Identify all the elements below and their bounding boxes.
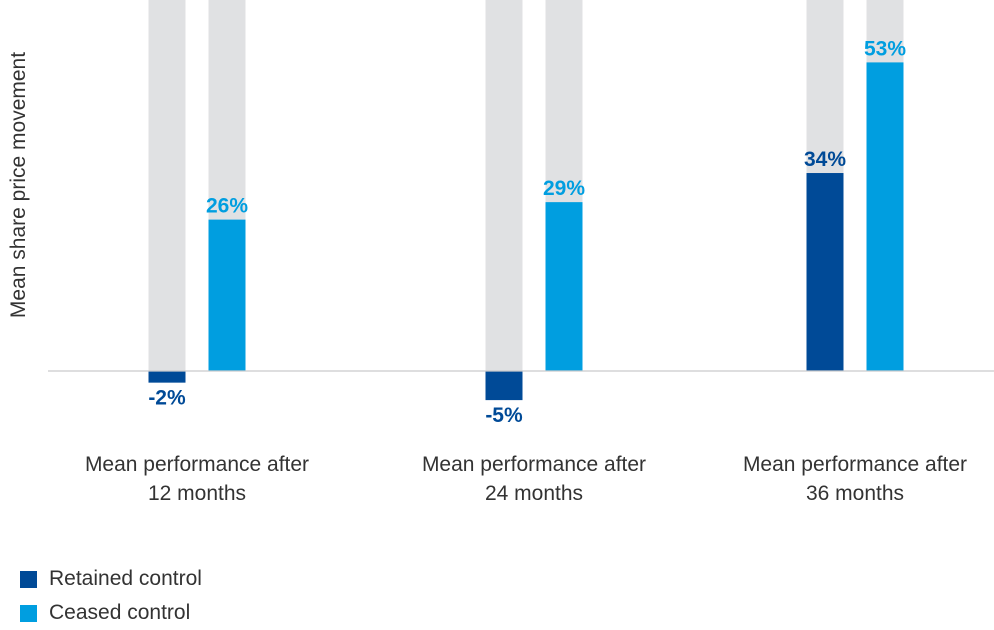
legend-label-ceased-control: Ceased control — [49, 601, 191, 624]
legend-item-ceased-control: Ceased control — [20, 596, 202, 630]
bar-retained-control — [485, 371, 523, 401]
category-label: 24 months — [485, 482, 583, 505]
data-bars — [148, 62, 904, 401]
category-label: Mean performance after — [422, 453, 646, 476]
bar-chart: -2% 26% -5% 29% 34% 53% Mean performance afte… — [7, 0, 994, 505]
background-bar — [485, 0, 523, 371]
data-label: 53% — [864, 37, 906, 60]
y-axis-label: Mean share price movement — [7, 52, 30, 318]
legend-label-retained-control: Retained control — [49, 567, 202, 590]
legend-swatch-retained-control — [20, 570, 37, 588]
bar-ceased-control — [208, 219, 246, 371]
data-label: 26% — [206, 195, 248, 218]
category-label: Mean performance after — [743, 453, 967, 476]
category-labels: Mean performance after 12 months Mean perf… — [85, 453, 967, 505]
legend-swatch-ceased-control — [20, 604, 37, 622]
bar-ceased-control — [866, 62, 904, 371]
data-label: -2% — [148, 387, 186, 410]
category-label: 36 months — [806, 482, 904, 505]
data-labels: -2% 26% -5% 29% 34% 53% — [148, 37, 906, 427]
data-label: 34% — [804, 148, 846, 171]
legend: Retained control Ceased control — [20, 562, 202, 630]
category-label: Mean performance after — [85, 453, 309, 476]
bar-ceased-control — [545, 202, 583, 371]
data-label: -5% — [485, 404, 523, 427]
category-label: 12 months — [148, 482, 246, 505]
legend-item-retained-control: Retained control — [20, 562, 202, 596]
data-label: 29% — [543, 177, 585, 200]
bar-retained-control — [148, 371, 186, 383]
bar-retained-control — [806, 173, 844, 371]
background-bars — [148, 0, 904, 371]
background-bar — [148, 0, 186, 371]
